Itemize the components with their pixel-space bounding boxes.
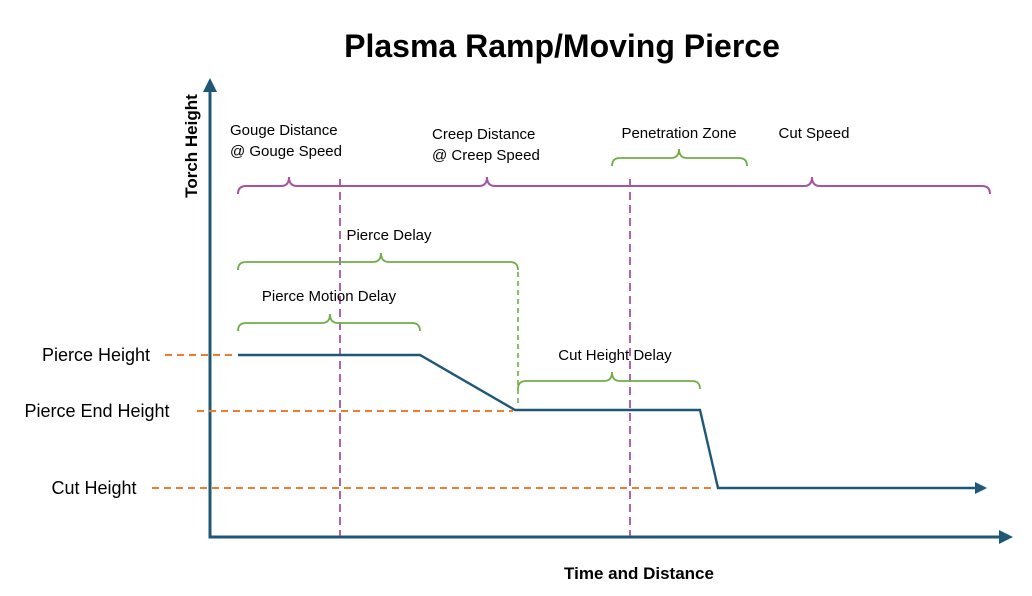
- curve-arrowhead: [975, 482, 987, 494]
- gouge-distance-label-line1: Gouge Distance: [230, 122, 338, 139]
- cut-speed-label: Cut Speed: [779, 125, 850, 142]
- gouge-distance-label-line2: @ Gouge Speed: [230, 143, 342, 160]
- x-axis-arrowhead: [999, 530, 1013, 544]
- page-title: Plasma Ramp/Moving Pierce: [344, 28, 780, 64]
- y-axis-arrowhead: [203, 78, 217, 92]
- torch-height-profile-curve: [238, 353, 977, 490]
- x-axis-label: Time and Distance: [564, 564, 714, 583]
- penetration-zone-brace: [611, 148, 748, 167]
- creep-distance-label-line2: @ Creep Speed: [432, 147, 540, 164]
- y-axis-label: Torch Height: [182, 94, 201, 198]
- cut-height-delay-brace: [517, 371, 701, 390]
- pierce-height-label: Pierce Height: [42, 345, 150, 365]
- pierce-delay-brace: [237, 252, 519, 271]
- creep-distance-label-line1: Creep Distance: [432, 126, 535, 143]
- pierce-motion-delay-brace: [237, 313, 421, 332]
- pierce-motion-delay-label: Pierce Motion Delay: [262, 288, 397, 305]
- pierce-delay-label: Pierce Delay: [346, 227, 432, 244]
- penetration-zone-label: Penetration Zone: [621, 125, 736, 142]
- timeline-bracket: [237, 176, 991, 195]
- pierce-end-height-label: Pierce End Height: [24, 401, 169, 421]
- cut-height-delay-label: Cut Height Delay: [558, 347, 672, 364]
- cut-height-label: Cut Height: [51, 478, 136, 498]
